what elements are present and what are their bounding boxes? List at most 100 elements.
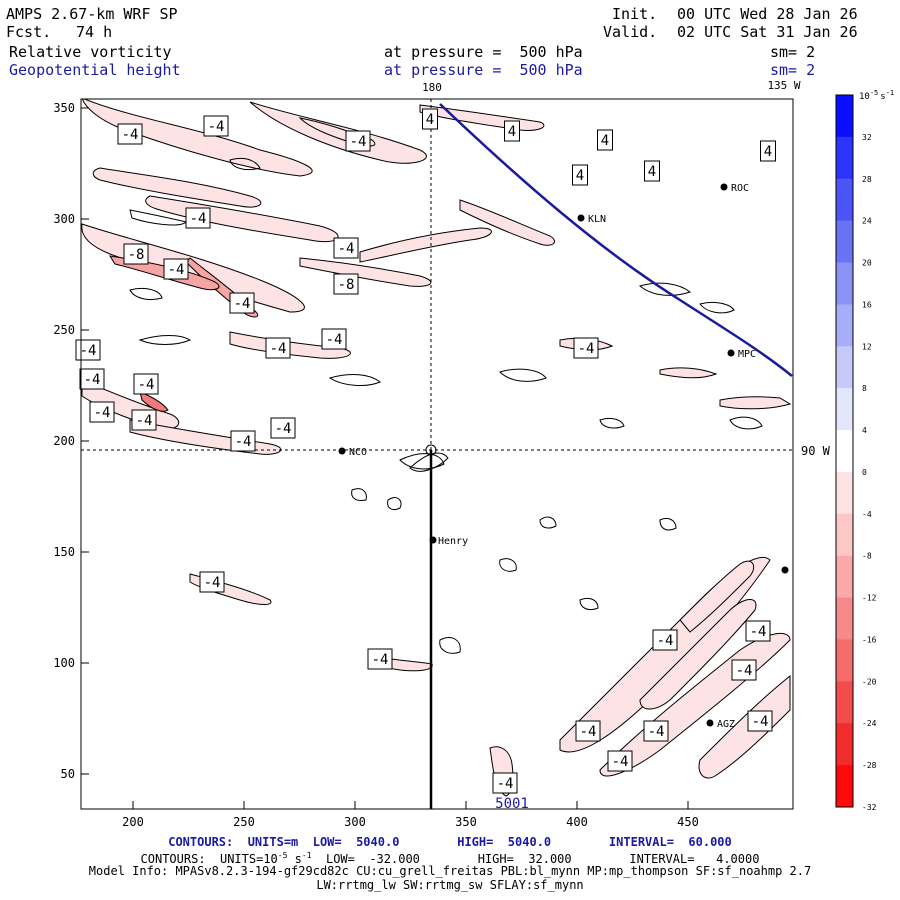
- forecast-hour: 74 h: [76, 23, 113, 41]
- colorbar-tick-label: -28: [862, 761, 877, 770]
- contour-label: -4: [612, 754, 629, 770]
- contour-label: -4: [94, 405, 111, 421]
- field2-level: at pressure = 500 hPa: [384, 61, 583, 79]
- contour-label: -4: [338, 241, 355, 257]
- x-tick-label: 200: [122, 815, 144, 829]
- contour-label: -4: [190, 211, 207, 227]
- valid-label: Valid.: [603, 23, 658, 41]
- footer-model-info: Model Info: MPASv8.2.3-194-gf29cd82c CU:…: [88, 864, 812, 878]
- colorbar-tick-label: 28: [862, 175, 872, 184]
- geopotential-contour-label: 5001: [495, 796, 529, 812]
- contour-label: -4: [326, 332, 343, 348]
- colorbar-tick-label: 32: [862, 133, 872, 142]
- contour-label: -4: [275, 421, 292, 437]
- contour-label-box: [333, 237, 359, 259]
- contour-label: -4: [580, 724, 597, 740]
- station-kln: KLN: [577, 214, 606, 225]
- contour-label: -4: [657, 633, 674, 649]
- y-axis-labels: 350 300 250 200 150 100 50: [53, 101, 75, 781]
- contour-label-box: [731, 659, 757, 681]
- contour-label-box: [422, 108, 438, 130]
- contour-label-box: [504, 120, 520, 142]
- contour-label: -4: [648, 724, 665, 740]
- contour-label-box: [203, 115, 229, 137]
- colorbar-swatch: [836, 597, 853, 640]
- station-henry: Henry: [429, 536, 468, 547]
- colorbar-units: 10-5 s-1: [859, 89, 894, 102]
- contour-label: 4: [508, 124, 516, 140]
- x-tick-label: 300: [344, 815, 366, 829]
- south-pole-marker: [425, 444, 437, 456]
- station-mpc-label: MPC: [738, 349, 756, 360]
- x-tick-label: 450: [677, 815, 699, 829]
- contour-label: -4: [168, 262, 185, 278]
- contour-label: 4: [426, 112, 434, 128]
- contour-label-box: [133, 373, 159, 395]
- contour-labels: -4 -4 -4 -4 -8 -4 -4 -8 -4 -4 -4 -4 -4 -4 -4 -4 -4 -4 -4 -4…: [75, 108, 776, 794]
- colorbar-tick-label: -16: [862, 635, 877, 644]
- colorbar-tick-label: -24: [862, 719, 877, 728]
- x-tick-label: 350: [455, 815, 477, 829]
- contour-label: -4: [204, 575, 221, 591]
- contour-label-box: [607, 750, 633, 772]
- station-nco: NCO: [338, 447, 367, 458]
- axis-ticks: [81, 107, 689, 809]
- contour-label-box: [367, 648, 393, 670]
- meridian-label-90w: 90 W: [801, 444, 831, 458]
- colorbar-tick-label: 20: [862, 259, 872, 268]
- contour-label-box: [575, 720, 601, 742]
- colorbar-tick-label: -8: [862, 552, 872, 561]
- init-time: 00 UTC Wed 28 Jan 26: [677, 5, 858, 23]
- contour-label-box: [131, 409, 157, 431]
- footer-radiation-info: LW:rrtmg_lw SW:rrtmg_sw SFLAY:sf_mynn: [316, 878, 584, 892]
- station-agz-label: AGZ: [717, 719, 735, 730]
- contour-label-box: [747, 710, 773, 732]
- contour-label-box: [270, 417, 296, 439]
- colorbar-tick-label: 8: [862, 384, 867, 393]
- colorbar-frame: [835, 94, 854, 808]
- colorbar-tick-label: -12: [862, 594, 877, 603]
- geopotential-contour: [439, 103, 793, 377]
- contour-label: -4: [235, 434, 252, 450]
- contour-label-box: [345, 130, 371, 152]
- field2-smoothing: sm= 2: [770, 61, 816, 79]
- contour-label: -4: [208, 119, 225, 135]
- colorbar-swatch: [836, 681, 853, 724]
- contour-label-box: [163, 258, 189, 280]
- colorbar-swatch: [836, 765, 853, 808]
- colorbar-swatch: [836, 471, 853, 515]
- contour-label: -4: [750, 624, 767, 640]
- contour-label-box: [265, 337, 291, 359]
- contour-label-box: [230, 430, 256, 452]
- contour-label: -4: [372, 652, 389, 668]
- contour-label: -4: [752, 714, 769, 730]
- colorbar-swatch: [836, 388, 853, 431]
- station-mpc: MPC: [727, 349, 756, 360]
- contour-label: 4: [764, 144, 772, 160]
- y-tick-label: 200: [53, 434, 75, 448]
- meridian-label-135w: 135 W: [767, 79, 800, 92]
- colorbar-swatch: [836, 136, 853, 180]
- colorbar-swatch: [836, 639, 853, 682]
- colorbar-tick-label: -32: [862, 803, 877, 812]
- colorbar-tick-label: 0: [862, 468, 867, 477]
- contour-label-box: [89, 401, 115, 423]
- contour-label: -4: [350, 134, 367, 150]
- station-marker-edge: [781, 566, 789, 574]
- contour-label: -4: [138, 377, 155, 393]
- contour-label: -4: [736, 663, 753, 679]
- x-axis-labels: 200 250 300 350 400 450: [122, 815, 699, 829]
- contour-label: -4: [80, 343, 97, 359]
- init-label: Init.: [612, 5, 658, 23]
- contour-label-box: [760, 140, 776, 162]
- contour-label: 4: [648, 164, 656, 180]
- colorbar-tick-label: 16: [862, 300, 872, 309]
- colorbar-tick-label: 4: [862, 426, 867, 435]
- station-nco-label: NCO: [349, 447, 367, 458]
- colorbar-swatch: [836, 430, 853, 473]
- colorbar-tick-label: 24: [862, 217, 872, 226]
- contour-label-box: [185, 207, 211, 229]
- valid-time: 02 UTC Sat 31 Jan 26: [677, 23, 858, 41]
- vorticity-field: [81, 99, 792, 797]
